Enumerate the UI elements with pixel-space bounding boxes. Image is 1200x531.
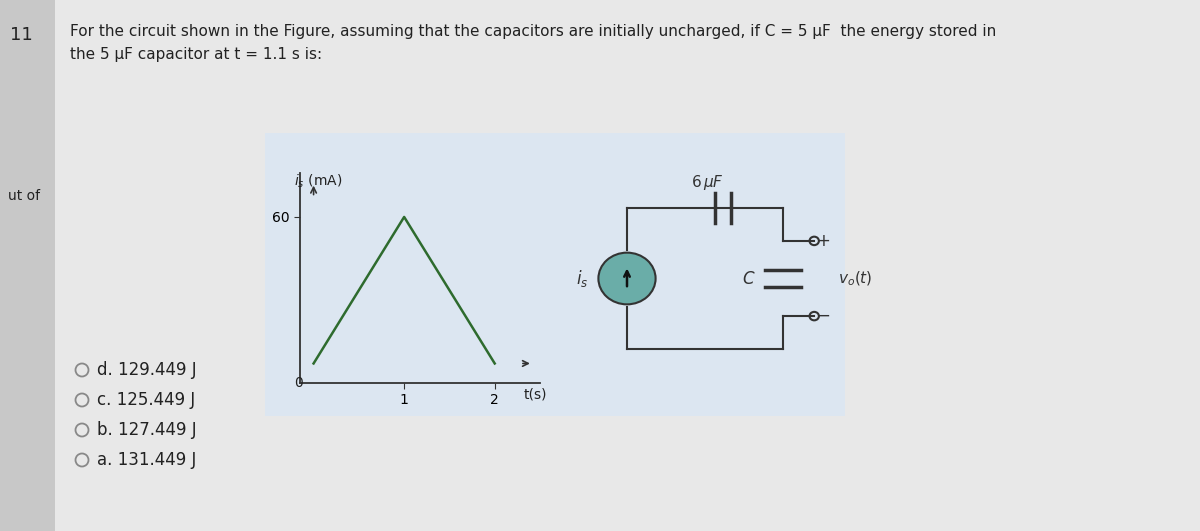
Text: −: − xyxy=(816,307,830,325)
Text: +: + xyxy=(816,232,830,250)
Text: d. 129.449 J: d. 129.449 J xyxy=(97,361,197,379)
Text: $6\,\mu F$: $6\,\mu F$ xyxy=(691,173,724,192)
Text: the 5 μF capacitor at t = 1.1 s is:: the 5 μF capacitor at t = 1.1 s is: xyxy=(70,47,322,62)
Text: b. 127.449 J: b. 127.449 J xyxy=(97,421,197,439)
Text: 11: 11 xyxy=(10,26,32,44)
Bar xyxy=(0,0,55,531)
Text: $C$: $C$ xyxy=(743,270,756,287)
Circle shape xyxy=(599,253,655,304)
Text: a. 131.449 J: a. 131.449 J xyxy=(97,451,197,469)
Text: t(s): t(s) xyxy=(523,388,547,402)
Text: For the circuit shown in the Figure, assuming that the capacitors are initially : For the circuit shown in the Figure, ass… xyxy=(70,24,996,39)
Text: 0: 0 xyxy=(294,375,302,390)
Text: ut of: ut of xyxy=(8,189,40,203)
Text: $i_s$: $i_s$ xyxy=(576,268,588,289)
Text: $v_o(t)$: $v_o(t)$ xyxy=(838,269,872,288)
Text: c. 125.449 J: c. 125.449 J xyxy=(97,391,196,409)
Text: $i_s$ (mA): $i_s$ (mA) xyxy=(294,173,342,190)
Bar xyxy=(265,133,845,416)
